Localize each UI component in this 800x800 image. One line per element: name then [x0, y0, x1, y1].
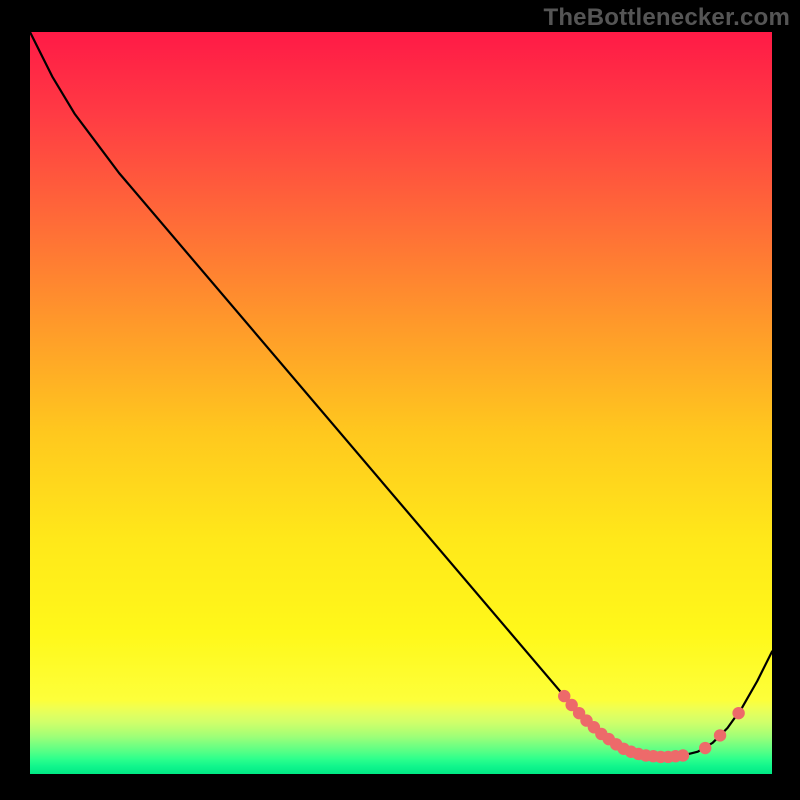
chart-frame: TheBottlenecker.com [0, 0, 800, 800]
marker-dot [677, 749, 689, 761]
curve-overlay [30, 32, 772, 774]
watermark-text: TheBottlenecker.com [543, 4, 790, 32]
curve-line [30, 32, 772, 757]
marker-dot [714, 729, 726, 741]
marker-dot [732, 707, 744, 719]
plot-area [30, 32, 772, 774]
marker-dot [699, 742, 711, 754]
